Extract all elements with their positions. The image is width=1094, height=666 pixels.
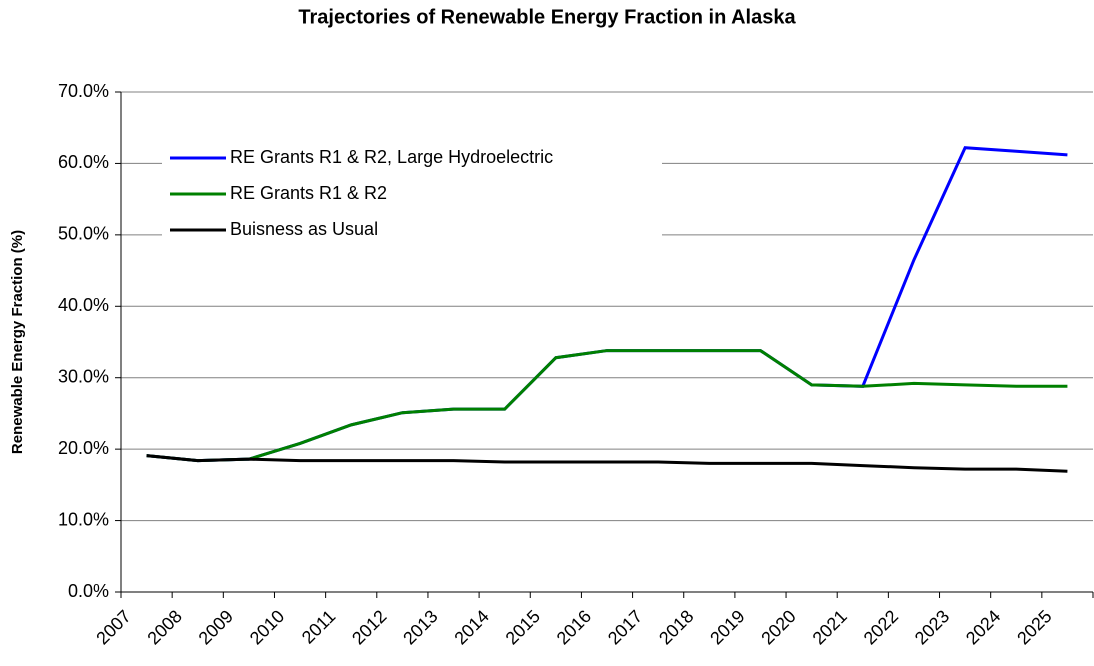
x-tick-label: 2018 — [655, 606, 697, 648]
y-tick-label: 40.0% — [58, 295, 109, 315]
series-line — [146, 349, 1068, 463]
y-tick-label: 20.0% — [58, 438, 109, 458]
y-tick-label: 30.0% — [58, 366, 109, 386]
y-tick-label: 60.0% — [58, 152, 109, 172]
y-tick-label: 10.0% — [58, 509, 109, 529]
x-tick-label: 2017 — [604, 606, 646, 648]
x-tick-label: 2009 — [195, 606, 237, 648]
y-axis-label: Renewable Energy Fraction (%) — [9, 230, 26, 454]
x-tick-label: 2021 — [809, 606, 851, 648]
x-tick-label: 2022 — [860, 606, 902, 648]
x-tick-label: 2008 — [143, 606, 185, 648]
x-tick-label: 2020 — [757, 606, 799, 648]
legend-label: Buisness as Usual — [230, 219, 378, 239]
y-tick-label: 0.0% — [68, 581, 109, 601]
x-tick-label: 2007 — [92, 606, 134, 648]
chart-title: Trajectories of Renewable Energy Fractio… — [298, 6, 796, 28]
x-tick-label: 2015 — [502, 606, 544, 648]
x-tick-label: 2024 — [962, 606, 1004, 648]
x-tick-label: 2016 — [553, 606, 595, 648]
x-tick-label: 2011 — [298, 606, 340, 648]
series-line — [146, 454, 1068, 473]
x-tick-label: 2019 — [706, 606, 748, 648]
legend-label: RE Grants R1 & R2 — [230, 183, 387, 203]
x-tick-label: 2012 — [348, 606, 390, 648]
y-tick-label: 70.0% — [58, 81, 109, 101]
x-tick-label: 2013 — [399, 606, 441, 648]
x-tick-label: 2025 — [1013, 606, 1055, 648]
x-tick-label: 2014 — [450, 606, 492, 648]
y-tick-label: 50.0% — [58, 224, 109, 244]
x-tick-label: 2023 — [911, 606, 953, 648]
x-tick-label: 2010 — [246, 606, 288, 648]
legend-label: RE Grants R1 & R2, Large Hydroelectric — [230, 147, 553, 167]
legend-box — [162, 138, 662, 252]
